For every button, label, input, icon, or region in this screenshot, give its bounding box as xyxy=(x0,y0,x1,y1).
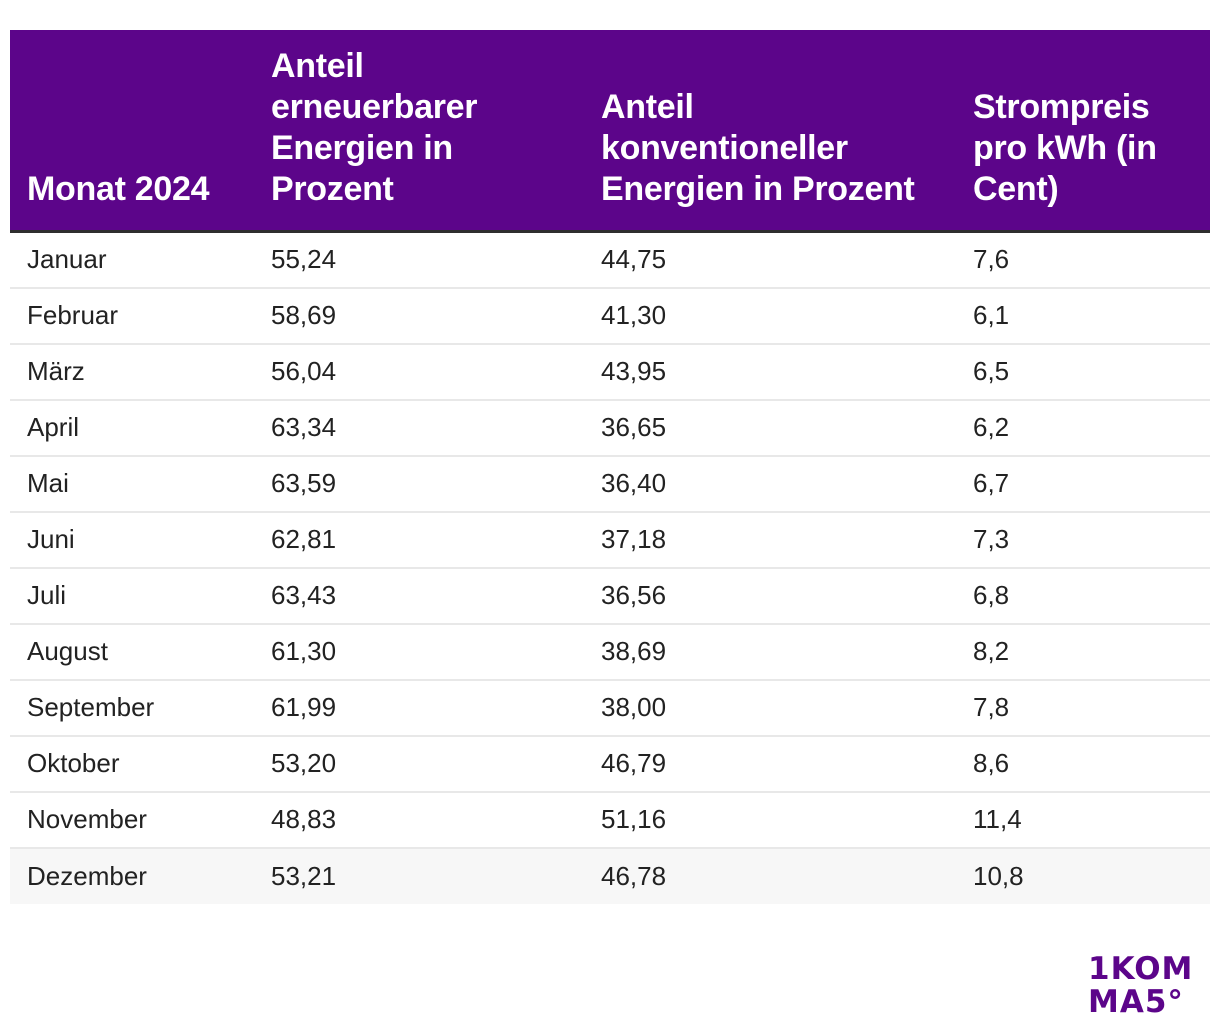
cell-konventionell: 36,65 xyxy=(584,399,956,457)
table-row: Juli 63,43 36,56 6,8 xyxy=(10,567,1210,625)
cell-monat: März xyxy=(10,343,254,401)
cell-monat: November xyxy=(10,791,254,849)
table-row: Oktober 53,20 46,79 8,6 xyxy=(10,735,1210,793)
cell-erneuerbar: 53,21 xyxy=(254,847,584,904)
data-table: Monat 2024 Anteil erneuerbarer Energien … xyxy=(10,30,1210,904)
cell-strompreis: 8,2 xyxy=(956,623,1210,681)
table-row: November 48,83 51,16 11,4 xyxy=(10,791,1210,849)
cell-strompreis: 6,5 xyxy=(956,343,1210,401)
cell-monat: August xyxy=(10,623,254,681)
cell-monat: Mai xyxy=(10,455,254,513)
cell-strompreis: 7,3 xyxy=(956,511,1210,569)
table-row: Januar 55,24 44,75 7,6 xyxy=(10,231,1210,289)
table-body: Januar 55,24 44,75 7,6 Februar 58,69 41,30 6,1 M… xyxy=(10,231,1210,904)
cell-strompreis: 6,2 xyxy=(956,399,1210,457)
cell-konventionell: 43,95 xyxy=(584,343,956,401)
header-konventionell: Anteil konventioneller Energien in Proze… xyxy=(584,30,956,233)
logo-line-1: 1KOM xyxy=(1088,951,1194,987)
cell-konventionell: 44,75 xyxy=(584,231,956,289)
table-row: Dezember 53,21 46,78 10,8 xyxy=(10,847,1210,904)
cell-monat: Dezember xyxy=(10,847,254,904)
cell-strompreis: 10,8 xyxy=(956,847,1210,904)
cell-strompreis: 7,8 xyxy=(956,679,1210,737)
cell-monat: September xyxy=(10,679,254,737)
cell-strompreis: 8,6 xyxy=(956,735,1210,793)
table-row: Februar 58,69 41,30 6,1 xyxy=(10,287,1210,345)
table-row: September 61,99 38,00 7,8 xyxy=(10,679,1210,737)
table-header-row: Monat 2024 Anteil erneuerbarer Energien … xyxy=(10,30,1210,233)
cell-erneuerbar: 56,04 xyxy=(254,343,584,401)
cell-konventionell: 37,18 xyxy=(584,511,956,569)
cell-strompreis: 6,8 xyxy=(956,567,1210,625)
cell-konventionell: 38,00 xyxy=(584,679,956,737)
cell-konventionell: 36,40 xyxy=(584,455,956,513)
cell-strompreis: 6,1 xyxy=(956,287,1210,345)
table-row: Mai 63,59 36,40 6,7 xyxy=(10,455,1210,513)
table-row: Juni 62,81 37,18 7,3 xyxy=(10,511,1210,569)
table-row: April 63,34 36,65 6,2 xyxy=(10,399,1210,457)
logo-line-2: MA5° xyxy=(1088,984,1184,1020)
cell-konventionell: 36,56 xyxy=(584,567,956,625)
cell-monat: Juli xyxy=(10,567,254,625)
cell-erneuerbar: 58,69 xyxy=(254,287,584,345)
cell-monat: Juni xyxy=(10,511,254,569)
header-strompreis: Strompreis pro kWh (in Cent) xyxy=(956,30,1210,233)
cell-strompreis: 6,7 xyxy=(956,455,1210,513)
cell-monat: April xyxy=(10,399,254,457)
cell-erneuerbar: 53,20 xyxy=(254,735,584,793)
cell-konventionell: 46,79 xyxy=(584,735,956,793)
cell-monat: Oktober xyxy=(10,735,254,793)
cell-monat: Februar xyxy=(10,287,254,345)
cell-erneuerbar: 63,34 xyxy=(254,399,584,457)
table-row: August 61,30 38,69 8,2 xyxy=(10,623,1210,681)
header-erneuerbar: Anteil erneuerbarer Energien in Prozent xyxy=(254,30,584,233)
cell-erneuerbar: 63,59 xyxy=(254,455,584,513)
cell-erneuerbar: 62,81 xyxy=(254,511,584,569)
brand-logo: 1KOM MA5° xyxy=(1088,953,1208,1023)
cell-erneuerbar: 55,24 xyxy=(254,231,584,289)
cell-erneuerbar: 63,43 xyxy=(254,567,584,625)
cell-konventionell: 41,30 xyxy=(584,287,956,345)
cell-erneuerbar: 61,99 xyxy=(254,679,584,737)
cell-strompreis: 11,4 xyxy=(956,791,1210,849)
cell-erneuerbar: 48,83 xyxy=(254,791,584,849)
table-row: März 56,04 43,95 6,5 xyxy=(10,343,1210,401)
cell-monat: Januar xyxy=(10,231,254,289)
cell-strompreis: 7,6 xyxy=(956,231,1210,289)
cell-erneuerbar: 61,30 xyxy=(254,623,584,681)
cell-konventionell: 46,78 xyxy=(584,847,956,904)
cell-konventionell: 38,69 xyxy=(584,623,956,681)
header-monat: Monat 2024 xyxy=(10,30,254,233)
cell-konventionell: 51,16 xyxy=(584,791,956,849)
